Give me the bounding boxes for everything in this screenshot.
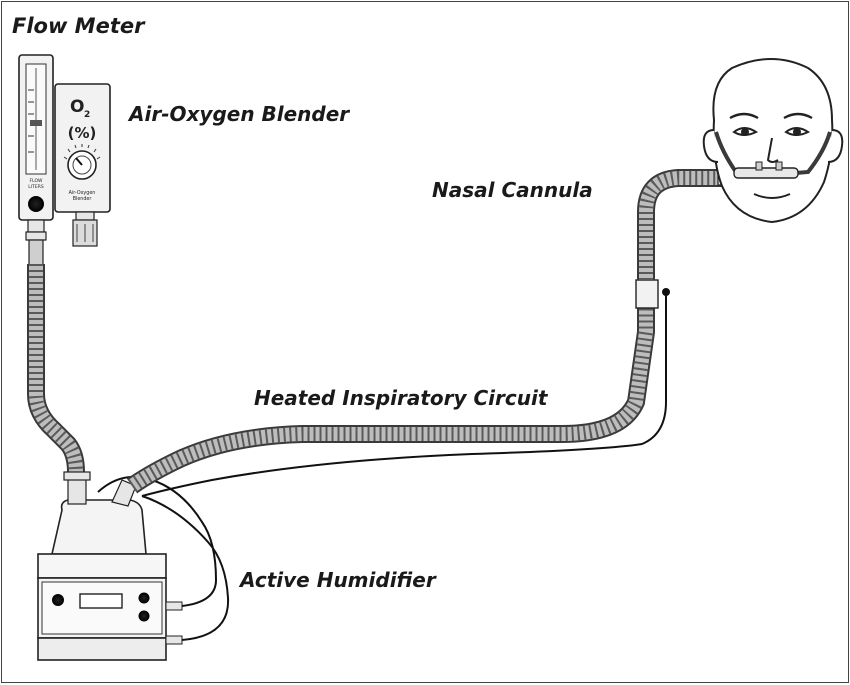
humidifier-button-top [138, 592, 150, 604]
blender-dial [63, 144, 101, 180]
label-flow-meter: Flow Meter [12, 14, 145, 38]
label-air-oxygen-blender: Air-Oxygen Blender [129, 102, 350, 126]
label-active-humidifier: Active Humidifier [240, 568, 436, 592]
humidifier-knob-left [52, 594, 64, 606]
heated-inspiratory-circuit [126, 279, 659, 494]
blender-percent-label: (%) [68, 124, 97, 142]
humidifier-display [79, 593, 123, 609]
flow-meter-knob [28, 196, 44, 212]
cannula-tubing [637, 169, 735, 280]
blender-o2-subscript: 2 [84, 110, 90, 120]
nasal-cannula-device [714, 131, 832, 179]
label-heated-inspiratory-circuit: Heated Inspiratory Circuit [254, 386, 548, 410]
supply-tubing [27, 264, 85, 480]
active-humidifier [37, 471, 183, 661]
flow-meter: FLOW LITERS [18, 54, 54, 267]
temperature-probe-port [635, 279, 659, 309]
patient-face [702, 58, 844, 224]
flow-meter-caption-line2: LITERS [28, 184, 44, 190]
blender-caption-line2: Blender [73, 196, 92, 202]
flow-meter-caption-line1: FLOW [30, 178, 43, 184]
blender-caption-line1: Air-Oxygen [69, 190, 96, 196]
blender-o2-label: O [70, 97, 84, 117]
humidifier-button-bottom [138, 610, 150, 622]
air-oxygen-blender: O 2 (%) Air-Oxygen Blender [54, 83, 111, 247]
label-nasal-cannula: Nasal Cannula [432, 178, 593, 202]
